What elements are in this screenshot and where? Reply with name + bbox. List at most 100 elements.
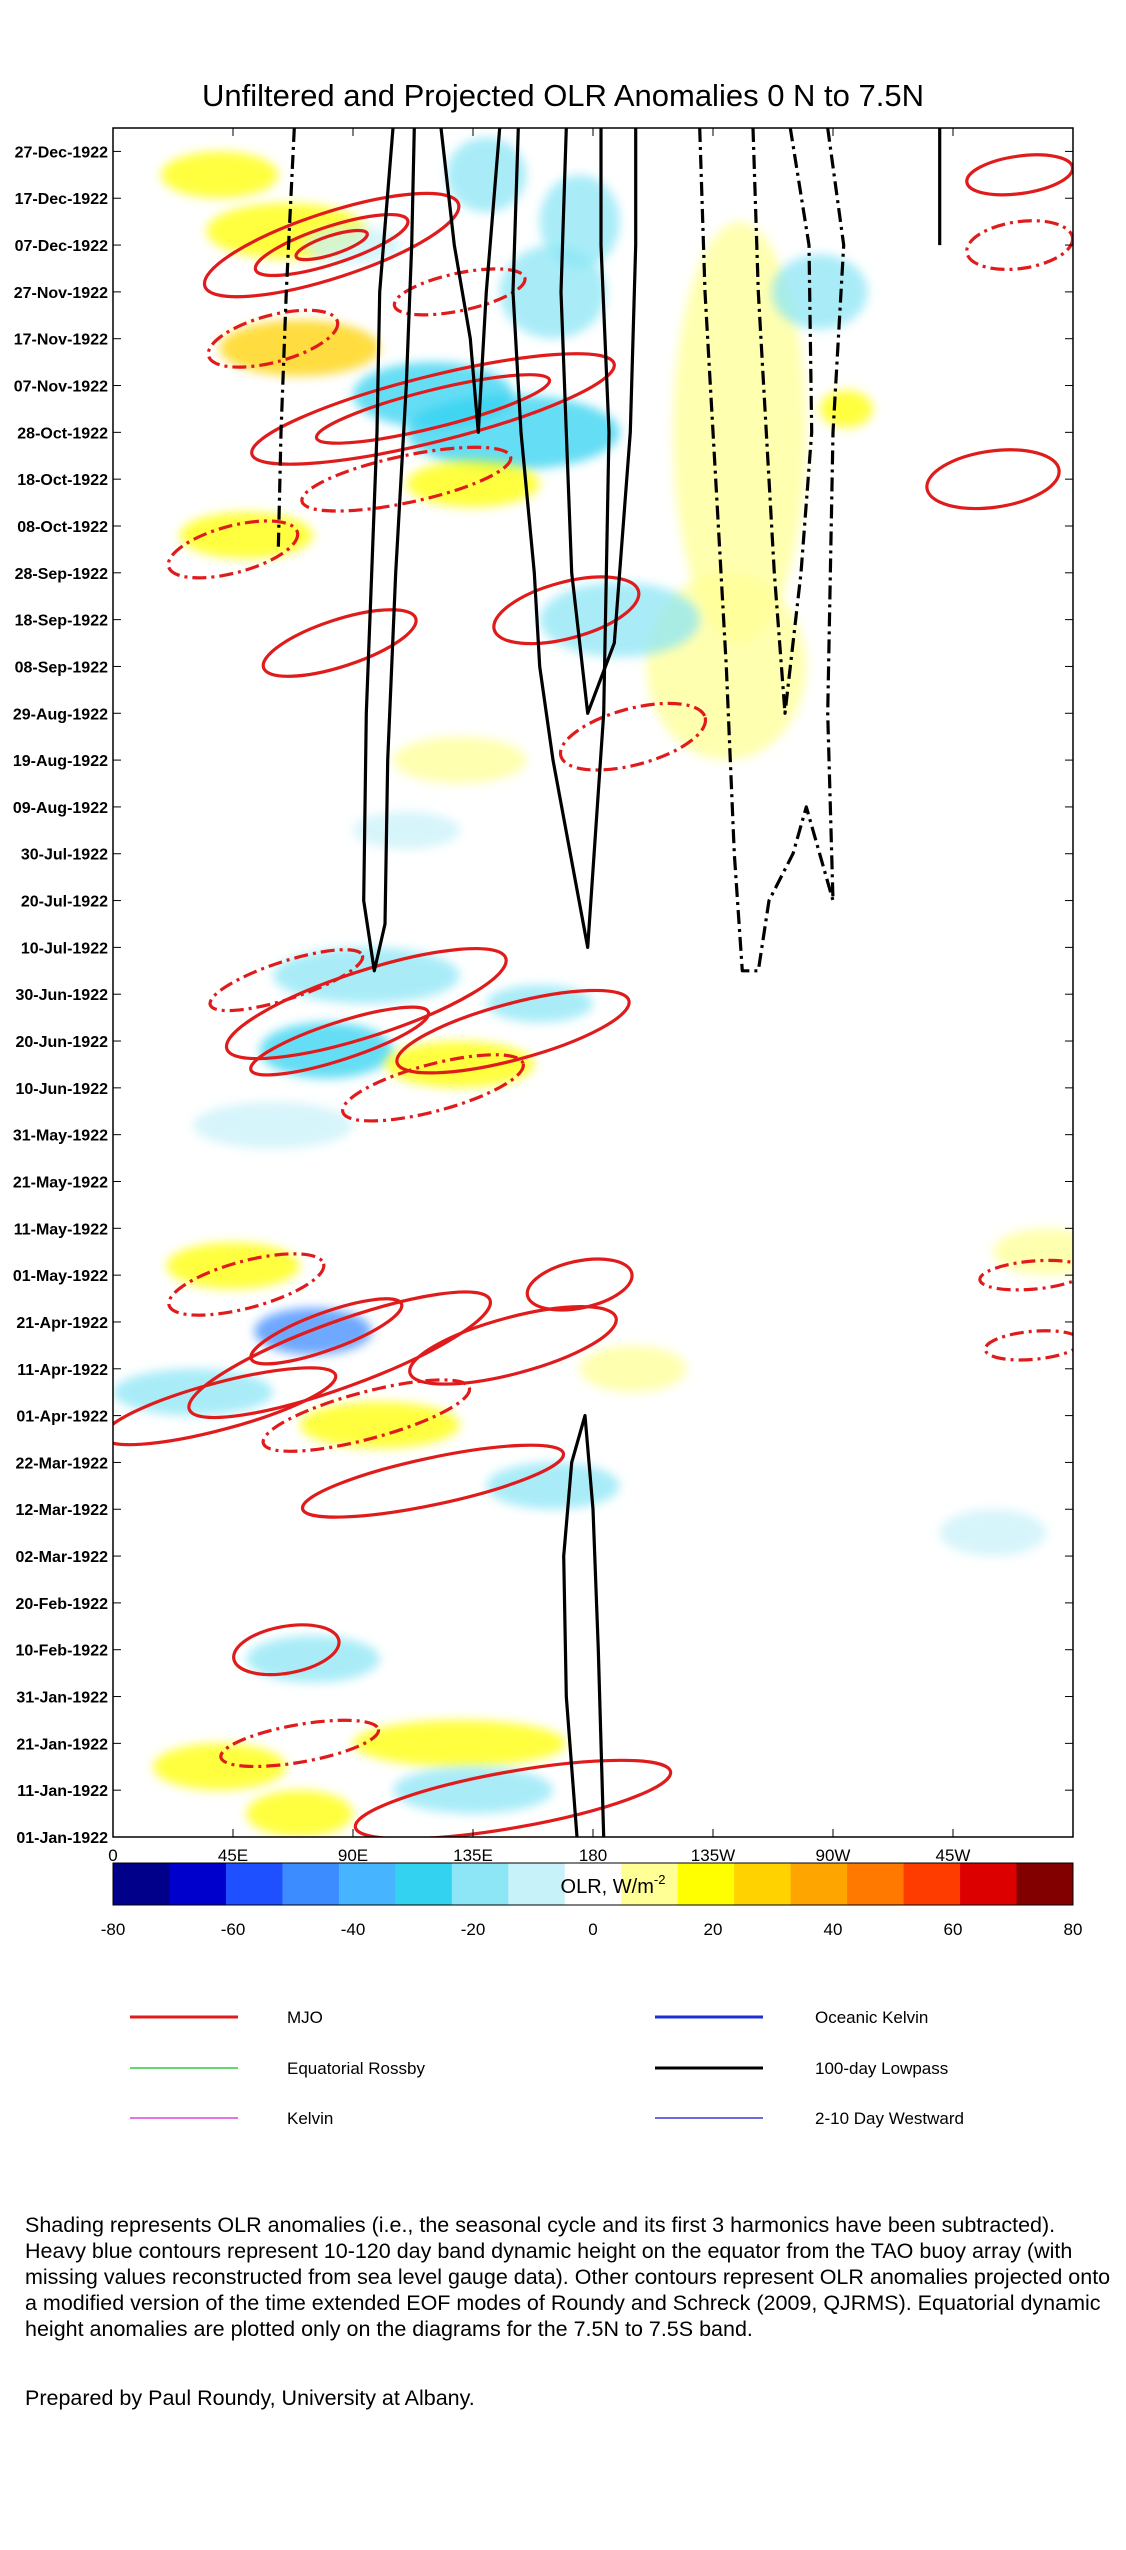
y-tick-label: 28-Sep-1922 [15, 566, 108, 583]
mjo-contour [294, 228, 369, 262]
colorbar-segment [508, 1863, 566, 1905]
mjo-contour [300, 445, 513, 513]
olr-anomaly-patch [486, 1462, 620, 1510]
colorbar-segment [395, 1863, 453, 1905]
mjo-contour [558, 701, 708, 772]
olr-anomaly-patch [499, 245, 607, 339]
legend-label: MJO [287, 2008, 323, 2027]
y-tick-label: 18-Oct-1922 [17, 472, 108, 489]
y-tick-label: 29-Aug-1922 [13, 706, 108, 723]
y-tick-label: 07-Dec-1922 [15, 238, 109, 255]
y-tick-label: 20-Jun-1922 [16, 1034, 109, 1051]
legend-label: Equatorial Rossby [287, 2059, 425, 2078]
colorbar-frame [112, 1862, 1074, 1906]
x-tick-label: 135E [453, 1846, 493, 1865]
mjo-contour [249, 1005, 431, 1077]
y-tick-label: 01-Jan-1922 [16, 1830, 108, 1847]
colorbar-segment [847, 1863, 905, 1905]
colorbar-segment [564, 1863, 622, 1905]
y-tick-label: 21-Jan-1922 [16, 1736, 108, 1753]
x-tick-label: 135W [691, 1846, 735, 1865]
legend-label: Kelvin [287, 2109, 333, 2128]
y-tick-label: 21-May-1922 [13, 1174, 108, 1191]
colorbar-segment [113, 1863, 170, 1905]
mjo-contour [166, 519, 300, 580]
y-tick-label: 11-Apr-1922 [17, 1362, 108, 1379]
colorbar-tick-label: -20 [461, 1920, 486, 1939]
y-axis: 01-Jan-1922 11-Jan-1922 21-Jan-1922 31-Jan-… [13, 144, 1073, 1847]
mjo-contour [353, 1758, 673, 1837]
x-tick-label: 180 [579, 1846, 607, 1865]
mjo-contour [395, 988, 631, 1075]
lowpass-contour [439, 128, 502, 434]
mjo-contour [253, 212, 410, 278]
mjo-contour [525, 1257, 634, 1312]
mjo-contour [978, 1258, 1073, 1292]
mjo-contour [300, 1443, 566, 1519]
olr-anomaly-patch [161, 151, 279, 199]
lowpass-contour [698, 128, 846, 973]
colorbar-label-superscript: -2 [654, 1872, 666, 1887]
colorbar-segment [169, 1863, 227, 1905]
colorbar-segment [225, 1863, 283, 1905]
mjo-contour [249, 1297, 404, 1366]
colorbar-segment [338, 1863, 396, 1905]
colorbar-segment [677, 1863, 735, 1905]
colorbar-tick-label: -40 [341, 1920, 366, 1939]
lowpass-contours [276, 128, 942, 1837]
lowpass-contour [559, 128, 638, 715]
lowpass-contour [276, 128, 296, 550]
y-tick-label: 10-Jun-1922 [16, 1081, 109, 1098]
y-tick-label: 30-Jun-1922 [16, 987, 109, 1004]
x-axis: 0 45E 90E 135E 180 135W 90W 45W [108, 128, 970, 1865]
lowpass-contour [751, 128, 814, 715]
y-tick-label: 01-Apr-1922 [16, 1409, 108, 1426]
y-tick-label: 19-Aug-1922 [13, 753, 108, 770]
mjo-contour [224, 946, 508, 1061]
legend-label: 100-day Lowpass [815, 2059, 948, 2078]
mjo-contour [208, 948, 365, 1013]
legend-label: Oceanic Kelvin [815, 2008, 928, 2027]
y-tick-label: 17-Nov-1922 [14, 332, 108, 349]
x-tick-label: 90W [816, 1846, 851, 1865]
y-tick-label: 10-Jul-1922 [21, 940, 108, 957]
colorbar-segment [621, 1863, 679, 1905]
colorbar-tick-label: 80 [1064, 1920, 1083, 1939]
mjo-contour [232, 1623, 341, 1677]
colorbar-tick-label: -60 [221, 1920, 246, 1939]
y-tick-label: 27-Nov-1922 [14, 285, 108, 302]
colorbar-tick-label: 0 [588, 1920, 597, 1939]
legend: MJO Equatorial Rossby Kelvin Oceanic Kelvin… [130, 2008, 964, 2128]
olr-anomaly-patch [219, 319, 380, 377]
y-tick-label: 09-Aug-1922 [13, 800, 108, 817]
olr-anomaly-patch [246, 1635, 380, 1683]
mjo-contour [341, 1053, 525, 1123]
y-tick-label: 28-Oct-1922 [17, 425, 108, 442]
colorbar-tick-label: 40 [824, 1920, 843, 1939]
x-tick-label: 45E [218, 1846, 248, 1865]
mjo-contour [250, 352, 616, 466]
mjo-contour [408, 1305, 618, 1386]
colorbar-tick-label: 60 [944, 1920, 963, 1939]
olr-anomaly-patch [353, 1719, 567, 1767]
x-tick-label: 0 [108, 1846, 117, 1865]
colorbar-tick-label: -80 [101, 1920, 126, 1939]
x-tick-label: 45W [936, 1846, 971, 1865]
y-tick-label: 18-Sep-1922 [15, 613, 108, 630]
y-tick-label: 08-Oct-1922 [17, 519, 108, 536]
mjo-contour [261, 608, 418, 678]
mjo-contour [261, 1378, 472, 1453]
olr-anomaly-patch [179, 511, 313, 559]
lowpass-contour [511, 128, 611, 950]
olr-anomaly-patch [299, 1401, 460, 1449]
x-tick-label: 90E [338, 1846, 368, 1865]
mjo-contour [187, 1290, 493, 1420]
lowpass-contour [362, 128, 416, 973]
y-tick-label: 11-May-1922 [14, 1221, 108, 1238]
colorbar: OLR, W/m-2 -80 -60 -40 -20 0 20 40 60 80 [101, 1862, 1083, 1939]
legend-label: 2-10 Day Westward [815, 2109, 964, 2128]
mjo-contour [167, 1252, 326, 1317]
colorbar-segment [903, 1863, 961, 1905]
colorbar-segment [790, 1863, 848, 1905]
colorbar-label: OLR, W/m-2 [561, 1872, 666, 1898]
